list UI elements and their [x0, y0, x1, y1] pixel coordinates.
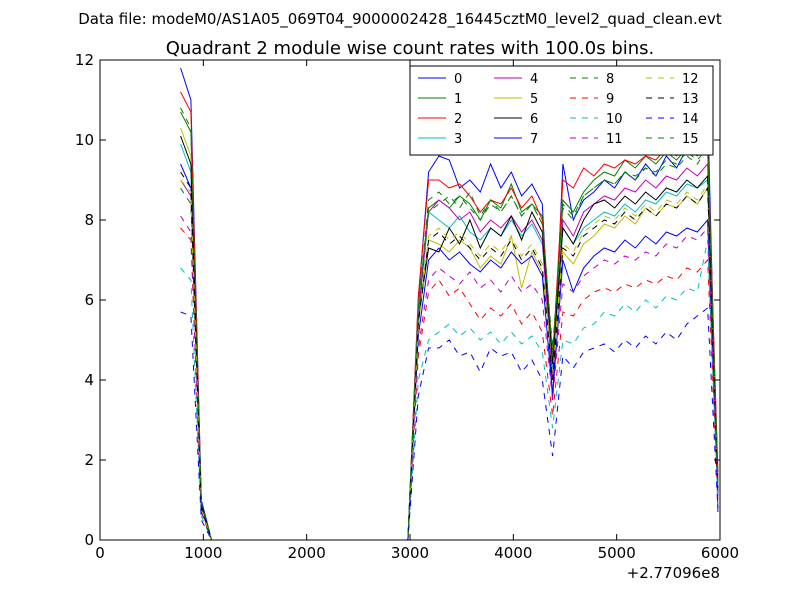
- x-tick-label: 2000: [288, 544, 326, 562]
- legend-entry-1: 1: [418, 92, 462, 107]
- x-tick-label: 1000: [184, 544, 222, 562]
- legend-label: 14: [682, 112, 699, 127]
- y-tick-label: 0: [84, 531, 94, 549]
- series-line-15: [180, 107, 719, 540]
- series-line-8: [180, 146, 719, 540]
- y-tick-label: 8: [84, 211, 94, 229]
- legend-label: 4: [530, 72, 538, 87]
- figure-suptitle: Data file: modeM0/AS1A05_069T04_90000024…: [78, 10, 722, 29]
- legend-entry-9: 9: [570, 92, 614, 107]
- y-tick-label: 10: [75, 131, 94, 149]
- y-tick-label: 2: [84, 451, 94, 469]
- legend-label: 0: [454, 72, 462, 87]
- y-tick-label: 4: [84, 371, 94, 389]
- legend-entry-0: 0: [418, 72, 462, 87]
- x-tick-label: 4000: [494, 544, 532, 562]
- x-tick-label: 5000: [598, 544, 636, 562]
- legend-entry-15: 15: [646, 132, 699, 147]
- x-axis-offset-label: +2.77096e8: [627, 564, 720, 582]
- series-layer: [180, 67, 719, 540]
- legend-entry-8: 8: [570, 72, 614, 87]
- series-line-11: [180, 215, 719, 540]
- legend-label: 8: [606, 72, 614, 87]
- legend-label: 12: [682, 72, 699, 87]
- series-line-7: [180, 163, 719, 540]
- series-line-2: [180, 91, 719, 540]
- legend-entry-11: 11: [570, 132, 623, 147]
- series-line-14: [180, 307, 719, 540]
- legend-label: 9: [606, 92, 614, 107]
- x-tick-label: 0: [95, 544, 105, 562]
- series-line-10: [180, 239, 719, 540]
- legend-label: 13: [682, 92, 699, 107]
- legend-entry-10: 10: [570, 112, 623, 127]
- series-line-6: [180, 135, 719, 540]
- legend-frame: [409, 65, 714, 156]
- legend-label: 11: [606, 132, 623, 147]
- x-tick-label: 3000: [391, 544, 429, 562]
- series-line-12: [180, 179, 719, 540]
- legend-entry-12: 12: [646, 72, 699, 87]
- legend-entry-5: 5: [494, 92, 538, 107]
- legend-entry-4: 4: [494, 72, 538, 87]
- series-line-9: [180, 227, 719, 540]
- series-line-5: [180, 127, 719, 540]
- y-tick-label: 12: [75, 51, 94, 69]
- y-tick-label: 6: [84, 291, 94, 309]
- legend-label: 5: [530, 92, 538, 107]
- legend-label: 1: [454, 92, 462, 107]
- legend-label: 10: [606, 112, 623, 127]
- legend-label: 6: [530, 112, 538, 127]
- legend-entry-7: 7: [494, 132, 538, 147]
- legend-label: 2: [454, 112, 462, 127]
- legend-label: 15: [682, 132, 699, 147]
- chart-title: Quadrant 2 module wise count rates with …: [166, 38, 655, 59]
- legend-entry-3: 3: [418, 132, 462, 147]
- series-line-4: [180, 162, 719, 540]
- legend-entry-2: 2: [418, 112, 462, 127]
- legend-label: 7: [530, 132, 538, 147]
- legend-entry-13: 13: [646, 92, 699, 107]
- legend-entry-6: 6: [494, 112, 538, 127]
- legend-entry-14: 14: [646, 112, 699, 127]
- x-tick-label: 6000: [701, 544, 739, 562]
- legend-label: 3: [454, 132, 462, 147]
